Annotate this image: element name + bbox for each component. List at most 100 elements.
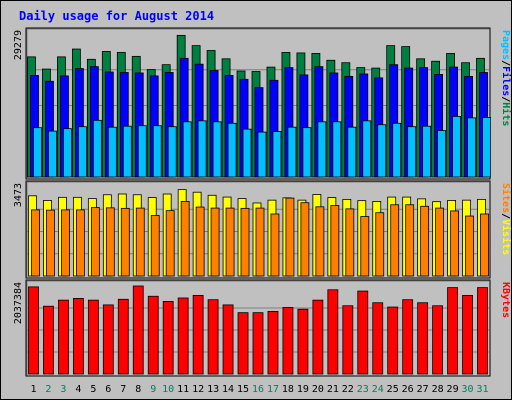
bar-kbytes-day-13: [207, 299, 219, 375]
bar-sites-day-5: [90, 207, 100, 277]
x-tick-label-3: 3: [60, 384, 66, 395]
bar-pages-day-1: [33, 127, 42, 178]
x-tick-label-21: 21: [327, 384, 339, 395]
axis-max-label: 29279: [13, 30, 24, 60]
bar-kbytes-day-3: [58, 299, 69, 375]
bar-kbytes-day-11: [177, 297, 189, 375]
panel-kbytes: 2037384 KBytes: [13, 279, 511, 377]
bar-kbytes-day-5: [87, 299, 99, 375]
bar-pages-day-3: [63, 128, 72, 178]
bar-pages-day-23: [362, 120, 372, 178]
bar-sites-day-7: [120, 207, 130, 277]
x-tick-label-18: 18: [282, 384, 294, 395]
bar-pages-day-27: [422, 125, 432, 178]
bar-pages-day-19: [302, 127, 312, 178]
x-tick-label-2: 2: [45, 384, 51, 395]
bar-kbytes-day-14: [222, 304, 234, 375]
bar-sites-day-8: [135, 207, 145, 277]
x-tick-label-8: 8: [135, 384, 141, 395]
axis-max-label: 2037384: [13, 282, 24, 324]
panel-traffic: 29279 Pages/Files/Hits: [13, 27, 512, 180]
bar-sites-day-11: [180, 201, 190, 277]
bar-pages-day-12: [197, 120, 207, 178]
bar-sites-day-2: [46, 209, 55, 277]
x-tick-label-26: 26: [402, 384, 414, 395]
bar-kbytes-day-21: [327, 289, 339, 375]
bar-pages-day-6: [107, 126, 117, 178]
x-tick-label-15: 15: [237, 384, 249, 395]
bar-sites-day-28: [435, 207, 445, 277]
bar-pages-day-18: [287, 126, 297, 178]
bar-sites-day-20: [315, 206, 325, 277]
bar-pages-day-21: [332, 121, 342, 178]
bar-sites-day-30: [465, 215, 474, 277]
bar-kbytes-day-19: [297, 308, 309, 375]
bar-kbytes-day-22: [342, 305, 354, 375]
bar-pages-day-14: [227, 122, 237, 178]
bar-pages-day-5: [92, 119, 102, 178]
bar-kbytes-day-29: [447, 287, 458, 375]
x-tick-label-1: 1: [30, 384, 36, 395]
bar-kbytes-day-6: [102, 304, 114, 375]
x-tick-label-9: 9: [150, 384, 156, 395]
bar-pages-day-9: [152, 125, 162, 178]
bar-pages-day-10: [167, 126, 177, 178]
x-tick-label-17: 17: [267, 384, 279, 395]
bar-kbytes-day-17: [267, 310, 279, 375]
legend-entry: /: [500, 60, 511, 66]
bar-sites-day-10: [165, 210, 175, 277]
legend-entry: Hits: [500, 102, 512, 126]
bar-pages-day-4: [77, 126, 87, 178]
bar-pages-day-25: [392, 122, 402, 178]
bar-kbytes-day-12: [192, 294, 204, 375]
bar-sites-day-24: [375, 212, 385, 277]
bar-pages-day-16: [257, 131, 267, 178]
bar-sites-day-18: [285, 197, 295, 277]
x-tick-label-24: 24: [372, 384, 384, 395]
bar-pages-day-22: [347, 126, 357, 178]
bar-kbytes-day-20: [312, 299, 324, 375]
bar-pages-day-28: [437, 130, 447, 178]
x-tick-label-10: 10: [162, 384, 174, 395]
bar-kbytes-day-18: [282, 307, 294, 375]
x-tick-label-12: 12: [192, 384, 204, 395]
bar-sites-day-26: [405, 204, 415, 277]
bar-kbytes-day-28: [432, 305, 444, 375]
bar-kbytes-day-9: [147, 295, 159, 375]
bar-kbytes-day-25: [387, 306, 399, 375]
legend-traffic: Pages/Files/Hits: [500, 30, 512, 126]
x-tick-label-30: 30: [462, 384, 474, 395]
bar-kbytes-day-1: [28, 286, 39, 375]
bar-sites-day-1: [31, 209, 40, 277]
legend-entry: /: [500, 96, 511, 102]
bar-pages-day-15: [242, 128, 252, 178]
legend-entry: Pages: [500, 30, 511, 60]
bar-kbytes-day-31: [477, 287, 488, 375]
x-tick-label-5: 5: [90, 384, 96, 395]
bar-kbytes-day-26: [402, 299, 414, 375]
x-tick-label-28: 28: [432, 384, 444, 395]
legend-entry: KBytes: [500, 282, 511, 318]
bar-pages-day-30: [467, 117, 476, 178]
x-tick-label-27: 27: [417, 384, 429, 395]
bar-kbytes-day-23: [357, 290, 369, 375]
x-tick-label-29: 29: [447, 384, 459, 395]
bar-sites-day-16: [255, 207, 265, 277]
x-tick-label-6: 6: [105, 384, 111, 395]
bar-pages-day-17: [272, 131, 282, 178]
bar-kbytes-day-4: [72, 298, 84, 375]
bar-sites-day-13: [210, 207, 220, 277]
bar-sites-day-25: [390, 204, 400, 277]
bar-sites-day-23: [360, 216, 370, 277]
legend-entry: Visits: [500, 219, 512, 255]
bar-sites-day-4: [75, 209, 85, 277]
x-tick-label-19: 19: [297, 384, 309, 395]
bar-kbytes-day-16: [252, 312, 264, 375]
x-tick-label-31: 31: [476, 384, 488, 395]
bar-pages-day-29: [452, 116, 461, 178]
chart-title: Daily usage for August 2014: [19, 9, 214, 23]
x-tick-label-4: 4: [75, 384, 81, 395]
bar-sites-day-15: [240, 207, 250, 277]
